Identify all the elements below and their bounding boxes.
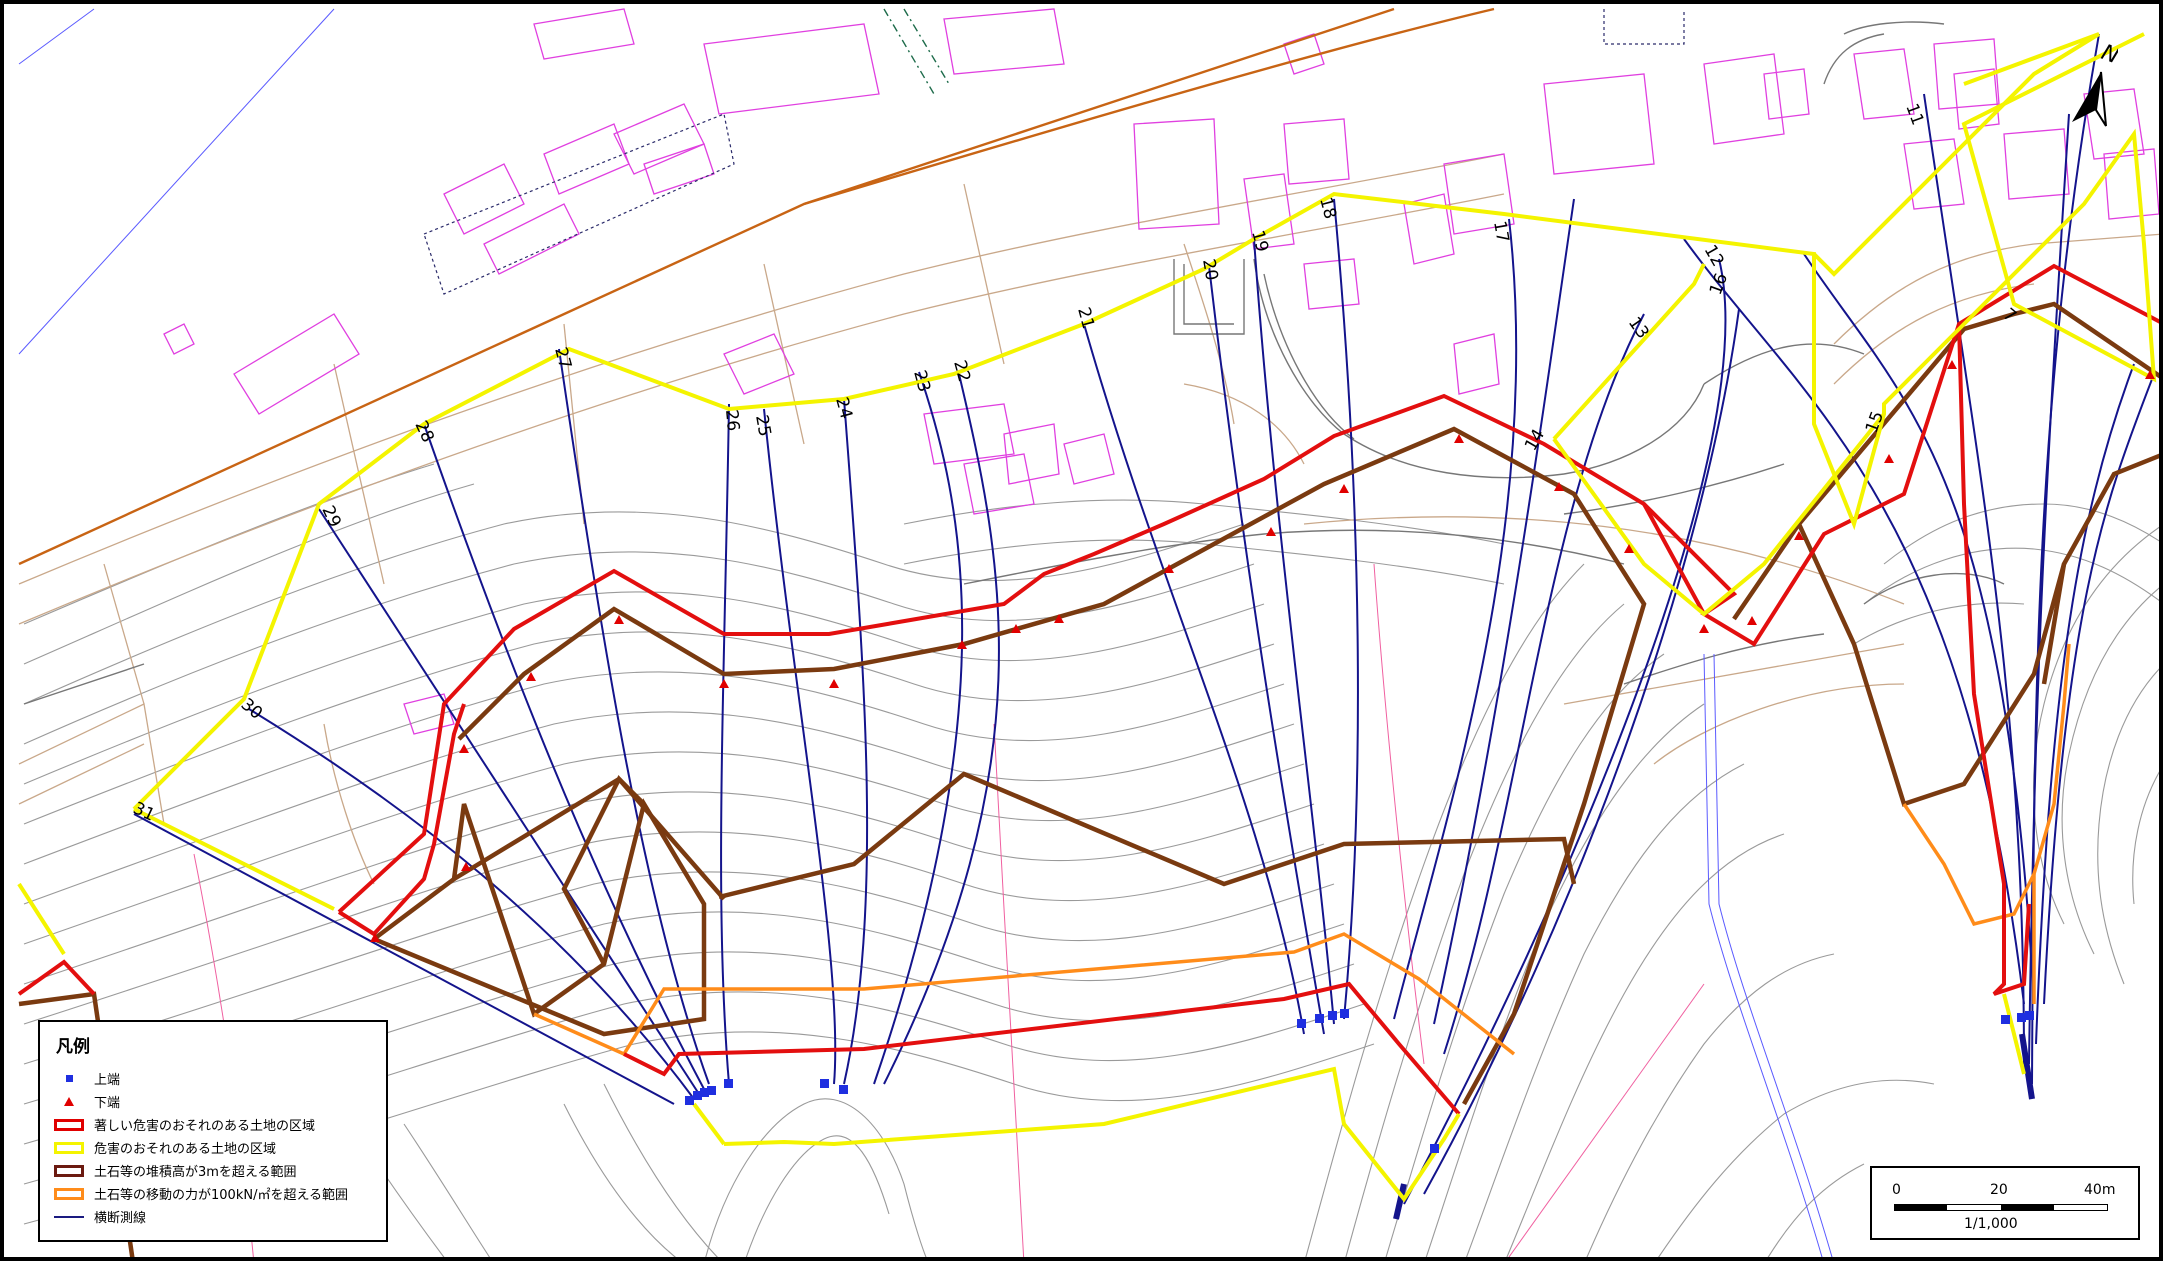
road-edges <box>23 21 2005 705</box>
north-label: N <box>2098 40 2118 69</box>
cross-section-lines <box>133 33 2155 1205</box>
scale-bar-segment-1 <box>1894 1204 1947 1211</box>
dashed-lines <box>423 9 1685 295</box>
section-label-27: 27 <box>550 345 575 371</box>
lower-end-triangle-icon <box>64 1097 74 1106</box>
pink-lines <box>193 563 1705 1257</box>
section-label-20: 20 <box>1198 257 1221 282</box>
section-label-16: 16 <box>1706 271 1732 298</box>
legend-item-cross-section: 横断測線 <box>52 1205 374 1228</box>
section-label-26: 26 <box>721 409 743 432</box>
scale-end: 40m <box>2084 1182 2116 1198</box>
section-terminals <box>1393 1033 2035 1220</box>
scale-mid: 20 <box>1990 1182 2008 1198</box>
legend-label: 下端 <box>94 1096 121 1111</box>
legend-title: 凡例 <box>56 1037 90 1057</box>
section-label-25: 25 <box>751 413 774 438</box>
scale-ratio: 1/1,000 <box>1964 1216 2018 1232</box>
yellow-rect-icon <box>54 1141 84 1154</box>
section-label-11: 11 <box>1901 101 1927 128</box>
hazard-map[interactable]: 7 11 12 13 14 15 16 17 18 19 20 21 22 23… <box>4 4 2163 1261</box>
blue-lines <box>18 8 1833 1257</box>
section-label-7: 7 <box>1999 305 2020 327</box>
upper-end-markers <box>685 1009 2034 1153</box>
significant-zone <box>17 263 2159 1116</box>
red-rect-icon <box>54 1118 84 1131</box>
scale-bar-segment-2 <box>2001 1204 2054 1211</box>
legend-item-upper-end: 上端 <box>52 1067 374 1090</box>
buildings <box>163 8 2159 735</box>
section-label-14: 14 <box>1521 426 1549 455</box>
section-label-13: 13 <box>1624 313 1653 342</box>
north-arrow: N <box>2072 40 2118 127</box>
orange-rect-icon <box>54 1187 84 1200</box>
green-dashed <box>883 8 950 95</box>
deposit-range <box>18 301 2159 1257</box>
section-label-19: 19 <box>1247 228 1272 254</box>
legend-label: 危害のおそれのある土地の区域 <box>94 1142 277 1157</box>
lower-end-markers <box>370 360 2155 942</box>
force-range <box>533 643 2071 1057</box>
section-label-23: 23 <box>909 368 934 394</box>
legend-item-significant-zone: 著しい危害のおそれのある土地の区域 <box>52 1113 374 1136</box>
legend-label: 土石等の移動の力が100kN/㎡を超える範囲 <box>94 1188 349 1203</box>
scale-zero: 0 <box>1892 1182 1901 1198</box>
section-label-29: 29 <box>317 503 344 531</box>
section-number-labels: 7 11 12 13 14 15 16 17 18 19 20 21 22 23… <box>130 101 2020 826</box>
section-label-22: 22 <box>949 358 974 384</box>
legend-item-deposit-range: 土石等の堆積高が3mを超える範囲 <box>52 1159 374 1182</box>
section-label-30: 30 <box>237 695 266 724</box>
railway-lines <box>18 7 1495 566</box>
brown-rect-icon <box>54 1164 84 1177</box>
legend: 凡例 上端 下端 著しい危害のおそれのある土地の区域 危害のおそれのある土地の区… <box>38 1020 388 1242</box>
upper-end-square-icon <box>65 1075 73 1082</box>
legend-label: 土石等の堆積高が3mを超える範囲 <box>94 1165 297 1180</box>
danger-zone <box>17 32 2157 1203</box>
legend-item-danger-zone: 危害のおそれのある土地の区域 <box>52 1136 374 1159</box>
legend-item-lower-end: 下端 <box>52 1090 374 1113</box>
legend-label: 横断測線 <box>94 1211 147 1226</box>
legend-label: 著しい危害のおそれのある土地の区域 <box>94 1119 316 1134</box>
section-label-24: 24 <box>831 395 856 421</box>
legend-label: 上端 <box>94 1073 121 1088</box>
section-label-31: 31 <box>130 798 158 825</box>
scale-bar: 0 20 40m 1/1,000 <box>1870 1166 2140 1240</box>
cross-section-line-icon <box>54 1215 84 1218</box>
section-label-17: 17 <box>1489 219 1512 244</box>
legend-item-force-range: 土石等の移動の力が100kN/㎡を超える範囲 <box>52 1182 374 1205</box>
